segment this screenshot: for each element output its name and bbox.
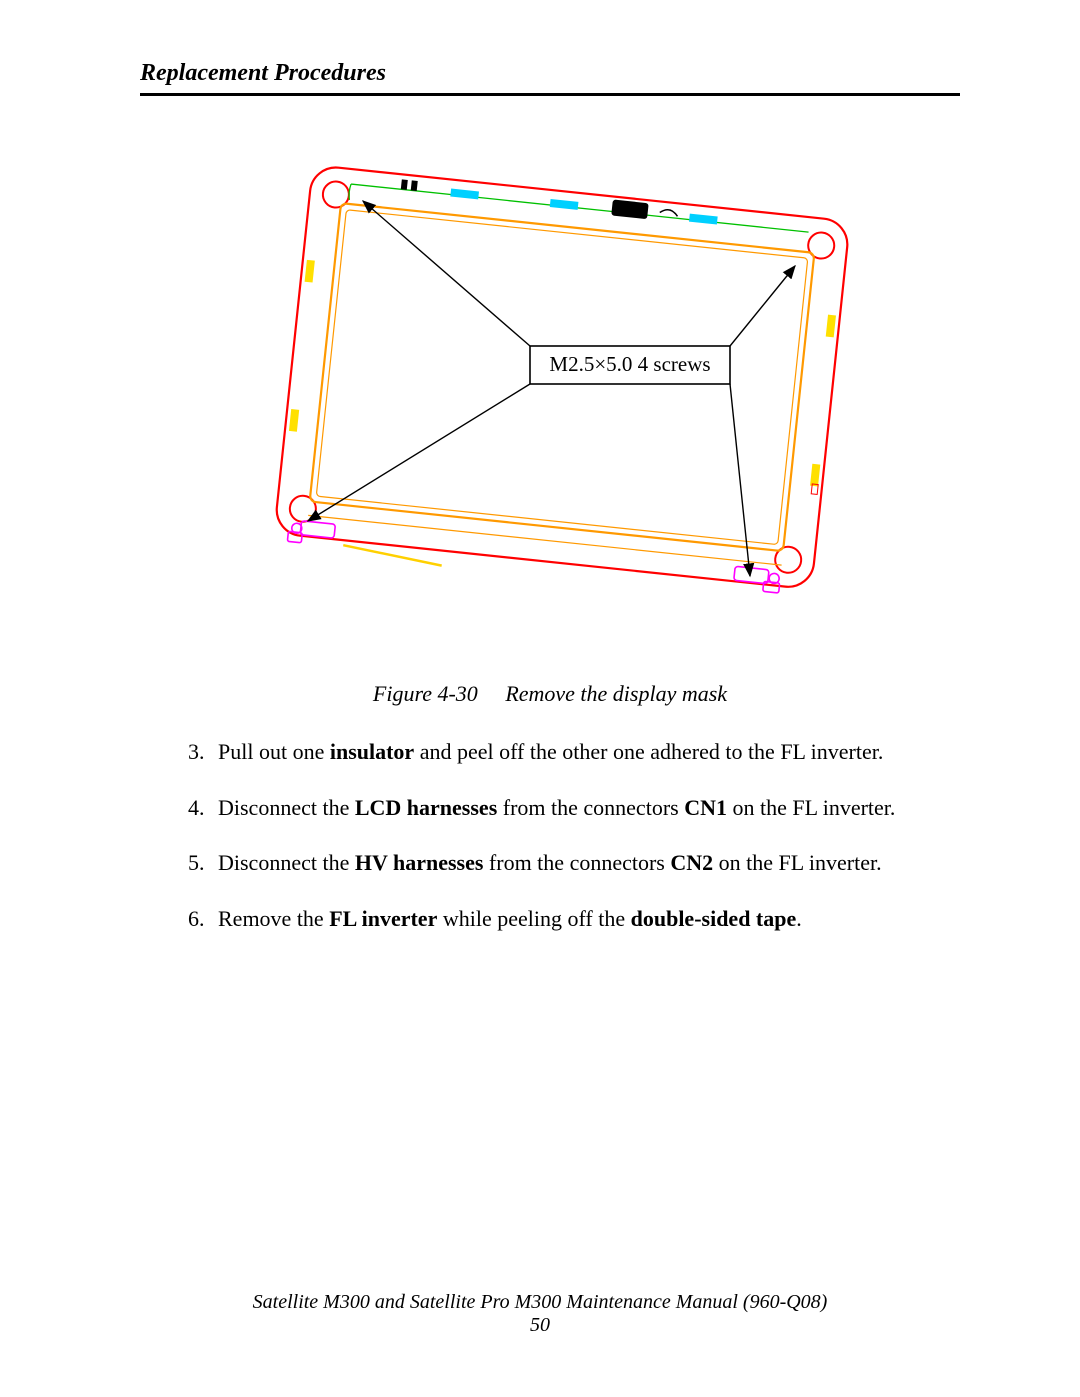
step-item: Disconnect the HV harnesses from the con… <box>210 848 960 878</box>
top-mark <box>411 180 418 191</box>
page-footer: Satellite M300 and Satellite Pro M300 Ma… <box>0 1291 1080 1337</box>
step-text: from the connectors <box>497 795 684 820</box>
figure-caption-prefix: Figure 4-30 <box>373 681 478 706</box>
step-bold: CN1 <box>684 795 727 820</box>
step-bold: insulator <box>330 739 414 764</box>
step-item: Remove the FL inverter while peeling off… <box>210 904 960 934</box>
step-text: on the FL inverter. <box>713 850 881 875</box>
procedure-steps: Pull out one insulator and peel off the … <box>140 737 960 934</box>
step-text: and peel off the other one adhered to th… <box>414 739 883 764</box>
figure-caption: Figure 4-30 Remove the display mask <box>140 681 960 707</box>
step-item: Pull out one insulator and peel off the … <box>210 737 960 767</box>
step-text: while peeling off the <box>437 906 630 931</box>
step-text: Disconnect the <box>218 850 355 875</box>
callout-label: M2.5×5.0 4 screws <box>549 352 710 376</box>
page-number: 50 <box>0 1314 1080 1337</box>
top-mark <box>401 179 408 190</box>
step-text: Pull out one <box>218 739 330 764</box>
figure-container: M2.5×5.0 4 screws <box>140 136 960 641</box>
step-bold: double-sided tape <box>631 906 797 931</box>
footer-line: Satellite M300 and Satellite Pro M300 Ma… <box>0 1291 1080 1314</box>
step-text: from the connectors <box>483 850 670 875</box>
step-bold: LCD harnesses <box>355 795 497 820</box>
step-text: Disconnect the <box>218 795 355 820</box>
step-text: . <box>796 906 802 931</box>
display-mask-diagram: M2.5×5.0 4 screws <box>230 136 870 636</box>
page: Replacement Procedures <box>0 0 1080 1397</box>
step-bold: CN2 <box>670 850 713 875</box>
step-bold: FL inverter <box>329 906 437 931</box>
section-header: Replacement Procedures <box>140 60 960 87</box>
header-rule <box>140 93 960 96</box>
step-item: Disconnect the LCD harnesses from the co… <box>210 793 960 823</box>
step-bold: HV harnesses <box>355 850 484 875</box>
figure-caption-text: Remove the display mask <box>505 681 727 706</box>
step-text: on the FL inverter. <box>727 795 895 820</box>
step-text: Remove the <box>218 906 329 931</box>
